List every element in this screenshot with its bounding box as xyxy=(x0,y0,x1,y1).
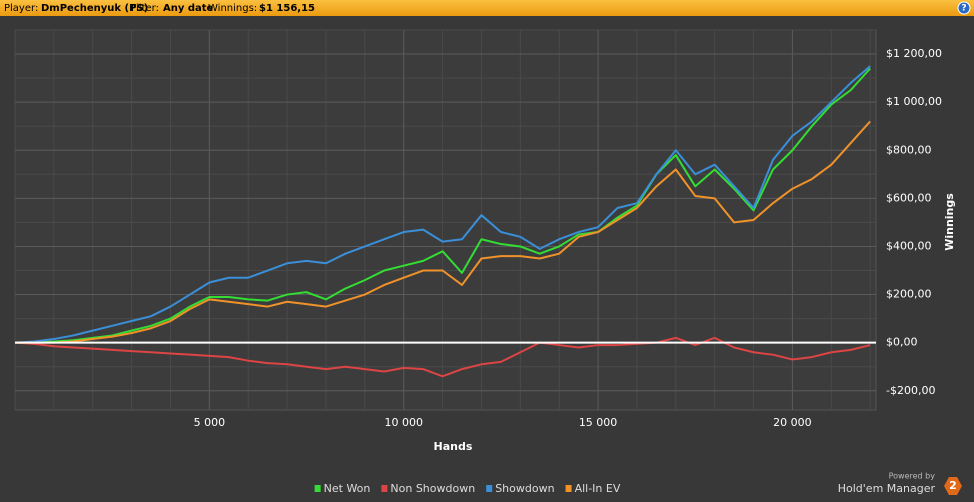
filter: Any date xyxy=(163,3,214,14)
y-axis-title: Winnings xyxy=(943,193,956,251)
y-tick-label: $1 000,00 xyxy=(886,95,942,108)
legend-swatch xyxy=(314,485,321,492)
help-button[interactable] xyxy=(957,1,971,15)
y-tick-label: $1 200,00 xyxy=(886,47,942,60)
player: DmPechenyuk (PS) xyxy=(41,3,148,14)
legend-swatch xyxy=(381,485,388,492)
y-tick-label: $200,00 xyxy=(886,288,932,301)
series-line xyxy=(14,336,871,378)
header-bar xyxy=(0,0,974,16)
legend-swatch xyxy=(486,485,493,492)
winnings-label: Winnings: xyxy=(208,3,257,14)
legend-label: Showdown xyxy=(495,482,554,495)
filter-label: Filter: xyxy=(131,3,159,14)
y-tick-label: -$200,00 xyxy=(886,384,935,397)
product-name: Hold'em Manager xyxy=(838,482,936,495)
logo xyxy=(944,477,962,495)
help-icon[interactable]: ? xyxy=(961,4,966,14)
series-line xyxy=(15,120,871,344)
series-line xyxy=(14,65,871,344)
y-tick-label: $0,00 xyxy=(886,336,918,349)
x-tick-label: 10 000 xyxy=(384,416,423,429)
x-tick-label: 5 000 xyxy=(194,416,226,429)
legend-label: Net Won xyxy=(324,482,371,495)
powered-by: Powered by xyxy=(889,472,936,481)
player-label: Player: xyxy=(4,3,38,14)
x-tick-label: 15 000 xyxy=(579,416,618,429)
y-tick-label: $800,00 xyxy=(886,143,932,156)
series-line xyxy=(14,67,871,344)
legend-label: All-In EV xyxy=(575,482,621,495)
logo-version: 2 xyxy=(949,479,957,492)
legend-label: Non Showdown xyxy=(390,482,475,495)
y-tick-label: $600,00 xyxy=(886,191,932,204)
x-tick-label: 20 000 xyxy=(773,416,812,429)
y-tick-label: $400,00 xyxy=(886,239,932,252)
winnings: $1 156,15 xyxy=(259,3,315,14)
legend-swatch xyxy=(565,485,572,492)
x-axis-title: Hands xyxy=(434,440,473,453)
